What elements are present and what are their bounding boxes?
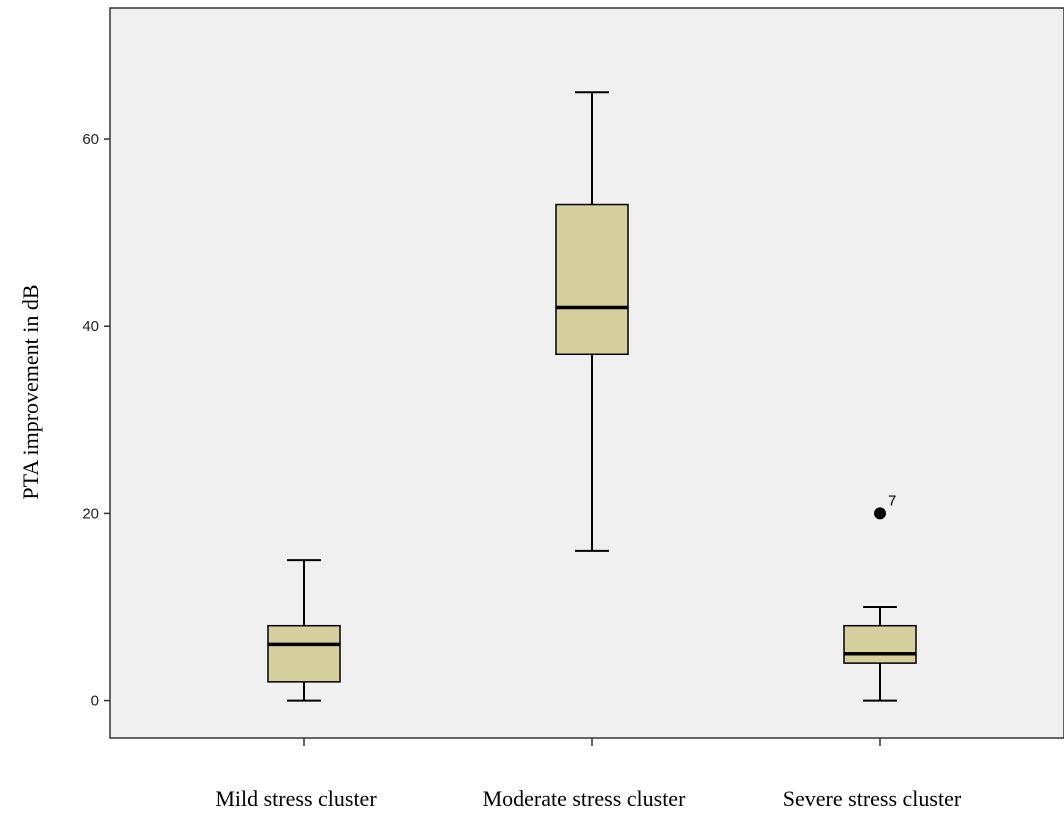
outlier-label: 7 <box>888 492 896 509</box>
x-category-label: Severe stress cluster <box>783 786 962 811</box>
iqr-box <box>555 203 629 356</box>
box-series: 7 <box>267 91 917 702</box>
y-tick-label: 0 <box>91 693 99 710</box>
y-tick-label: 40 <box>82 318 99 335</box>
x-category-label: Mild stress cluster <box>215 786 377 811</box>
plot-area <box>109 7 1064 739</box>
outlier-point <box>874 507 886 520</box>
x-category-label: Moderate stress cluster <box>483 786 686 811</box>
x-axis: Mild stress cluster Moderate stress clust… <box>215 738 962 811</box>
iqr-box <box>267 624 341 683</box>
iqr-box <box>843 624 917 664</box>
y-axis: 0 20 40 60 <box>82 131 110 710</box>
box-group <box>555 91 629 552</box>
box-group: 7 <box>843 492 917 702</box>
box-group <box>267 559 341 702</box>
y-axis-label: PTA improvement in dB <box>18 284 43 499</box>
y-tick-label: 20 <box>82 505 99 522</box>
y-tick-label: 60 <box>82 131 99 148</box>
